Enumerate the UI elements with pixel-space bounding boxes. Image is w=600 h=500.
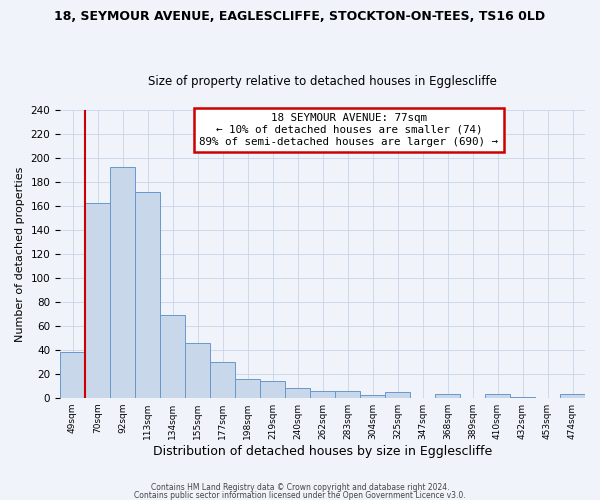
Bar bbox=[85, 202, 110, 398]
Bar bbox=[310, 390, 335, 398]
Bar bbox=[110, 166, 135, 398]
Bar bbox=[560, 394, 585, 398]
X-axis label: Distribution of detached houses by size in Egglescliffe: Distribution of detached houses by size … bbox=[153, 444, 492, 458]
Bar bbox=[360, 396, 385, 398]
Bar bbox=[135, 192, 160, 398]
Title: Size of property relative to detached houses in Egglescliffe: Size of property relative to detached ho… bbox=[148, 76, 497, 88]
Bar bbox=[335, 390, 360, 398]
Bar bbox=[260, 381, 285, 398]
Bar bbox=[385, 392, 410, 398]
Bar bbox=[210, 362, 235, 398]
Y-axis label: Number of detached properties: Number of detached properties bbox=[15, 166, 25, 342]
Bar bbox=[285, 388, 310, 398]
Text: 18 SEYMOUR AVENUE: 77sqm
← 10% of detached houses are smaller (74)
89% of semi-d: 18 SEYMOUR AVENUE: 77sqm ← 10% of detach… bbox=[199, 114, 498, 146]
Bar bbox=[485, 394, 510, 398]
Bar bbox=[60, 352, 85, 398]
Bar bbox=[185, 342, 210, 398]
Bar bbox=[435, 394, 460, 398]
Text: Contains public sector information licensed under the Open Government Licence v3: Contains public sector information licen… bbox=[134, 490, 466, 500]
Bar bbox=[160, 315, 185, 398]
Bar bbox=[510, 396, 535, 398]
Text: Contains HM Land Registry data © Crown copyright and database right 2024.: Contains HM Land Registry data © Crown c… bbox=[151, 484, 449, 492]
Bar bbox=[235, 378, 260, 398]
Text: 18, SEYMOUR AVENUE, EAGLESCLIFFE, STOCKTON-ON-TEES, TS16 0LD: 18, SEYMOUR AVENUE, EAGLESCLIFFE, STOCKT… bbox=[55, 10, 545, 23]
